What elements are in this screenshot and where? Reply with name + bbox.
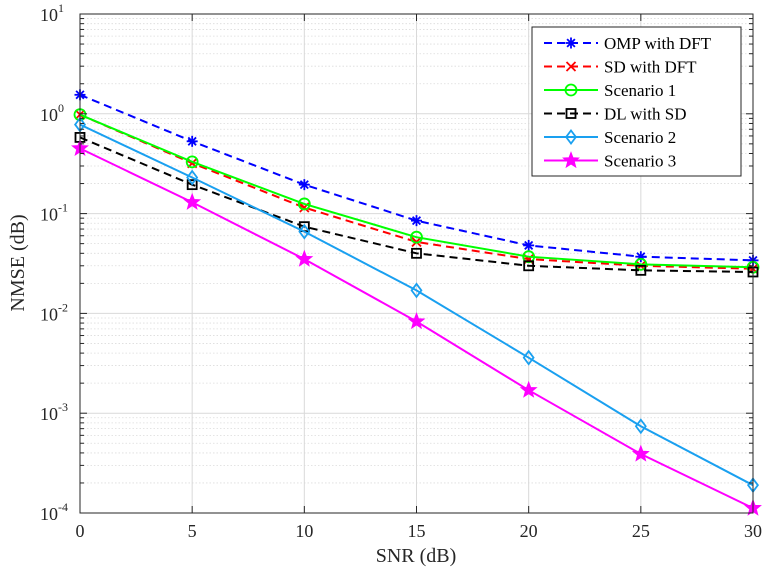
data-point [634,257,648,271]
y-tick-base: 10 [40,5,58,25]
x-tick-labels: 0 5 10 15 20 25 30 [76,521,763,541]
y-tick-exponent: -4 [58,500,68,514]
y-tick-exponent: 1 [58,1,64,15]
data-point [411,247,422,259]
data-point [183,192,202,210]
legend-item: Scenario 2 [544,128,676,147]
legend-marker [565,37,577,49]
y-tick-label: 10-2 [40,300,68,324]
y-tick-exponent: -2 [58,300,68,314]
y-tick-base: 10 [40,105,58,125]
y-tick-base: 10 [40,504,58,524]
legend-item: Scenario 3 [544,151,676,171]
legend-marker [564,83,578,97]
x-tick-label: 15 [408,521,426,541]
y-tick-label: 10-1 [40,201,68,225]
x-tick-label: 30 [744,521,762,541]
y-tick-base: 10 [40,404,58,424]
legend-item: SD with DFT [544,58,697,77]
legend-marker [565,61,577,72]
y-tick-exponent: -3 [58,400,68,414]
y-tick-base: 10 [40,205,58,225]
series-line [79,123,754,487]
legend-item: DL with SD [544,105,687,124]
y-tick-label: 10-4 [40,500,68,524]
data-point [631,444,650,462]
y-tick-base: 10 [40,304,58,324]
x-tick-label: 5 [188,521,197,541]
x-tick-label: 20 [520,521,538,541]
data-point [298,223,311,240]
y-tick-label: 10-3 [40,400,68,424]
data-point [522,250,536,264]
data-point [634,418,647,435]
data-point [185,155,199,169]
y-axis-title: NMSE (dB) [7,214,29,311]
legend-marker [565,108,577,119]
legend-marker [565,129,577,145]
legend-label: Scenario 3 [604,152,676,171]
data-point [523,260,535,272]
x-tick-label: 0 [76,521,85,541]
legend: OMP with DFT SD with DFT Scenario 1 DL with… [531,26,742,177]
legend-label: SD with DFT [604,58,697,77]
y-tick-exponent: 0 [58,101,64,115]
x-tick-label: 25 [632,521,650,541]
data-point [635,264,647,276]
legend-label: Scenario 2 [604,128,676,147]
data-point [523,239,535,251]
data-point [186,169,199,186]
legend-box [531,26,742,177]
axis-ticks [79,13,754,514]
data-point [297,197,311,211]
y-tick-label: 101 [40,1,64,25]
y-tick-label: 100 [40,101,64,125]
data-point [519,380,538,398]
legend-label: DL with SD [604,105,687,124]
data-point [295,249,314,267]
data-point [186,179,198,191]
x-axis-title: SNR (dB) [376,545,457,567]
legend-label: OMP with DFT [604,34,712,53]
series-line [79,113,754,269]
data-point [410,230,423,244]
x-tick-label: 10 [295,521,313,541]
y-tick-exponent: -1 [58,201,68,215]
data-point [407,312,426,330]
legend-item: OMP with DFT [544,34,712,53]
data-point [411,215,422,227]
series-scenario-3 [71,139,762,516]
legend-label: Scenario 1 [604,81,676,100]
legend-item: Scenario 1 [544,81,676,100]
data-point [522,349,535,366]
data-point [298,179,310,191]
data-point [186,135,198,147]
legend-marker [562,151,580,169]
data-point [410,282,423,299]
